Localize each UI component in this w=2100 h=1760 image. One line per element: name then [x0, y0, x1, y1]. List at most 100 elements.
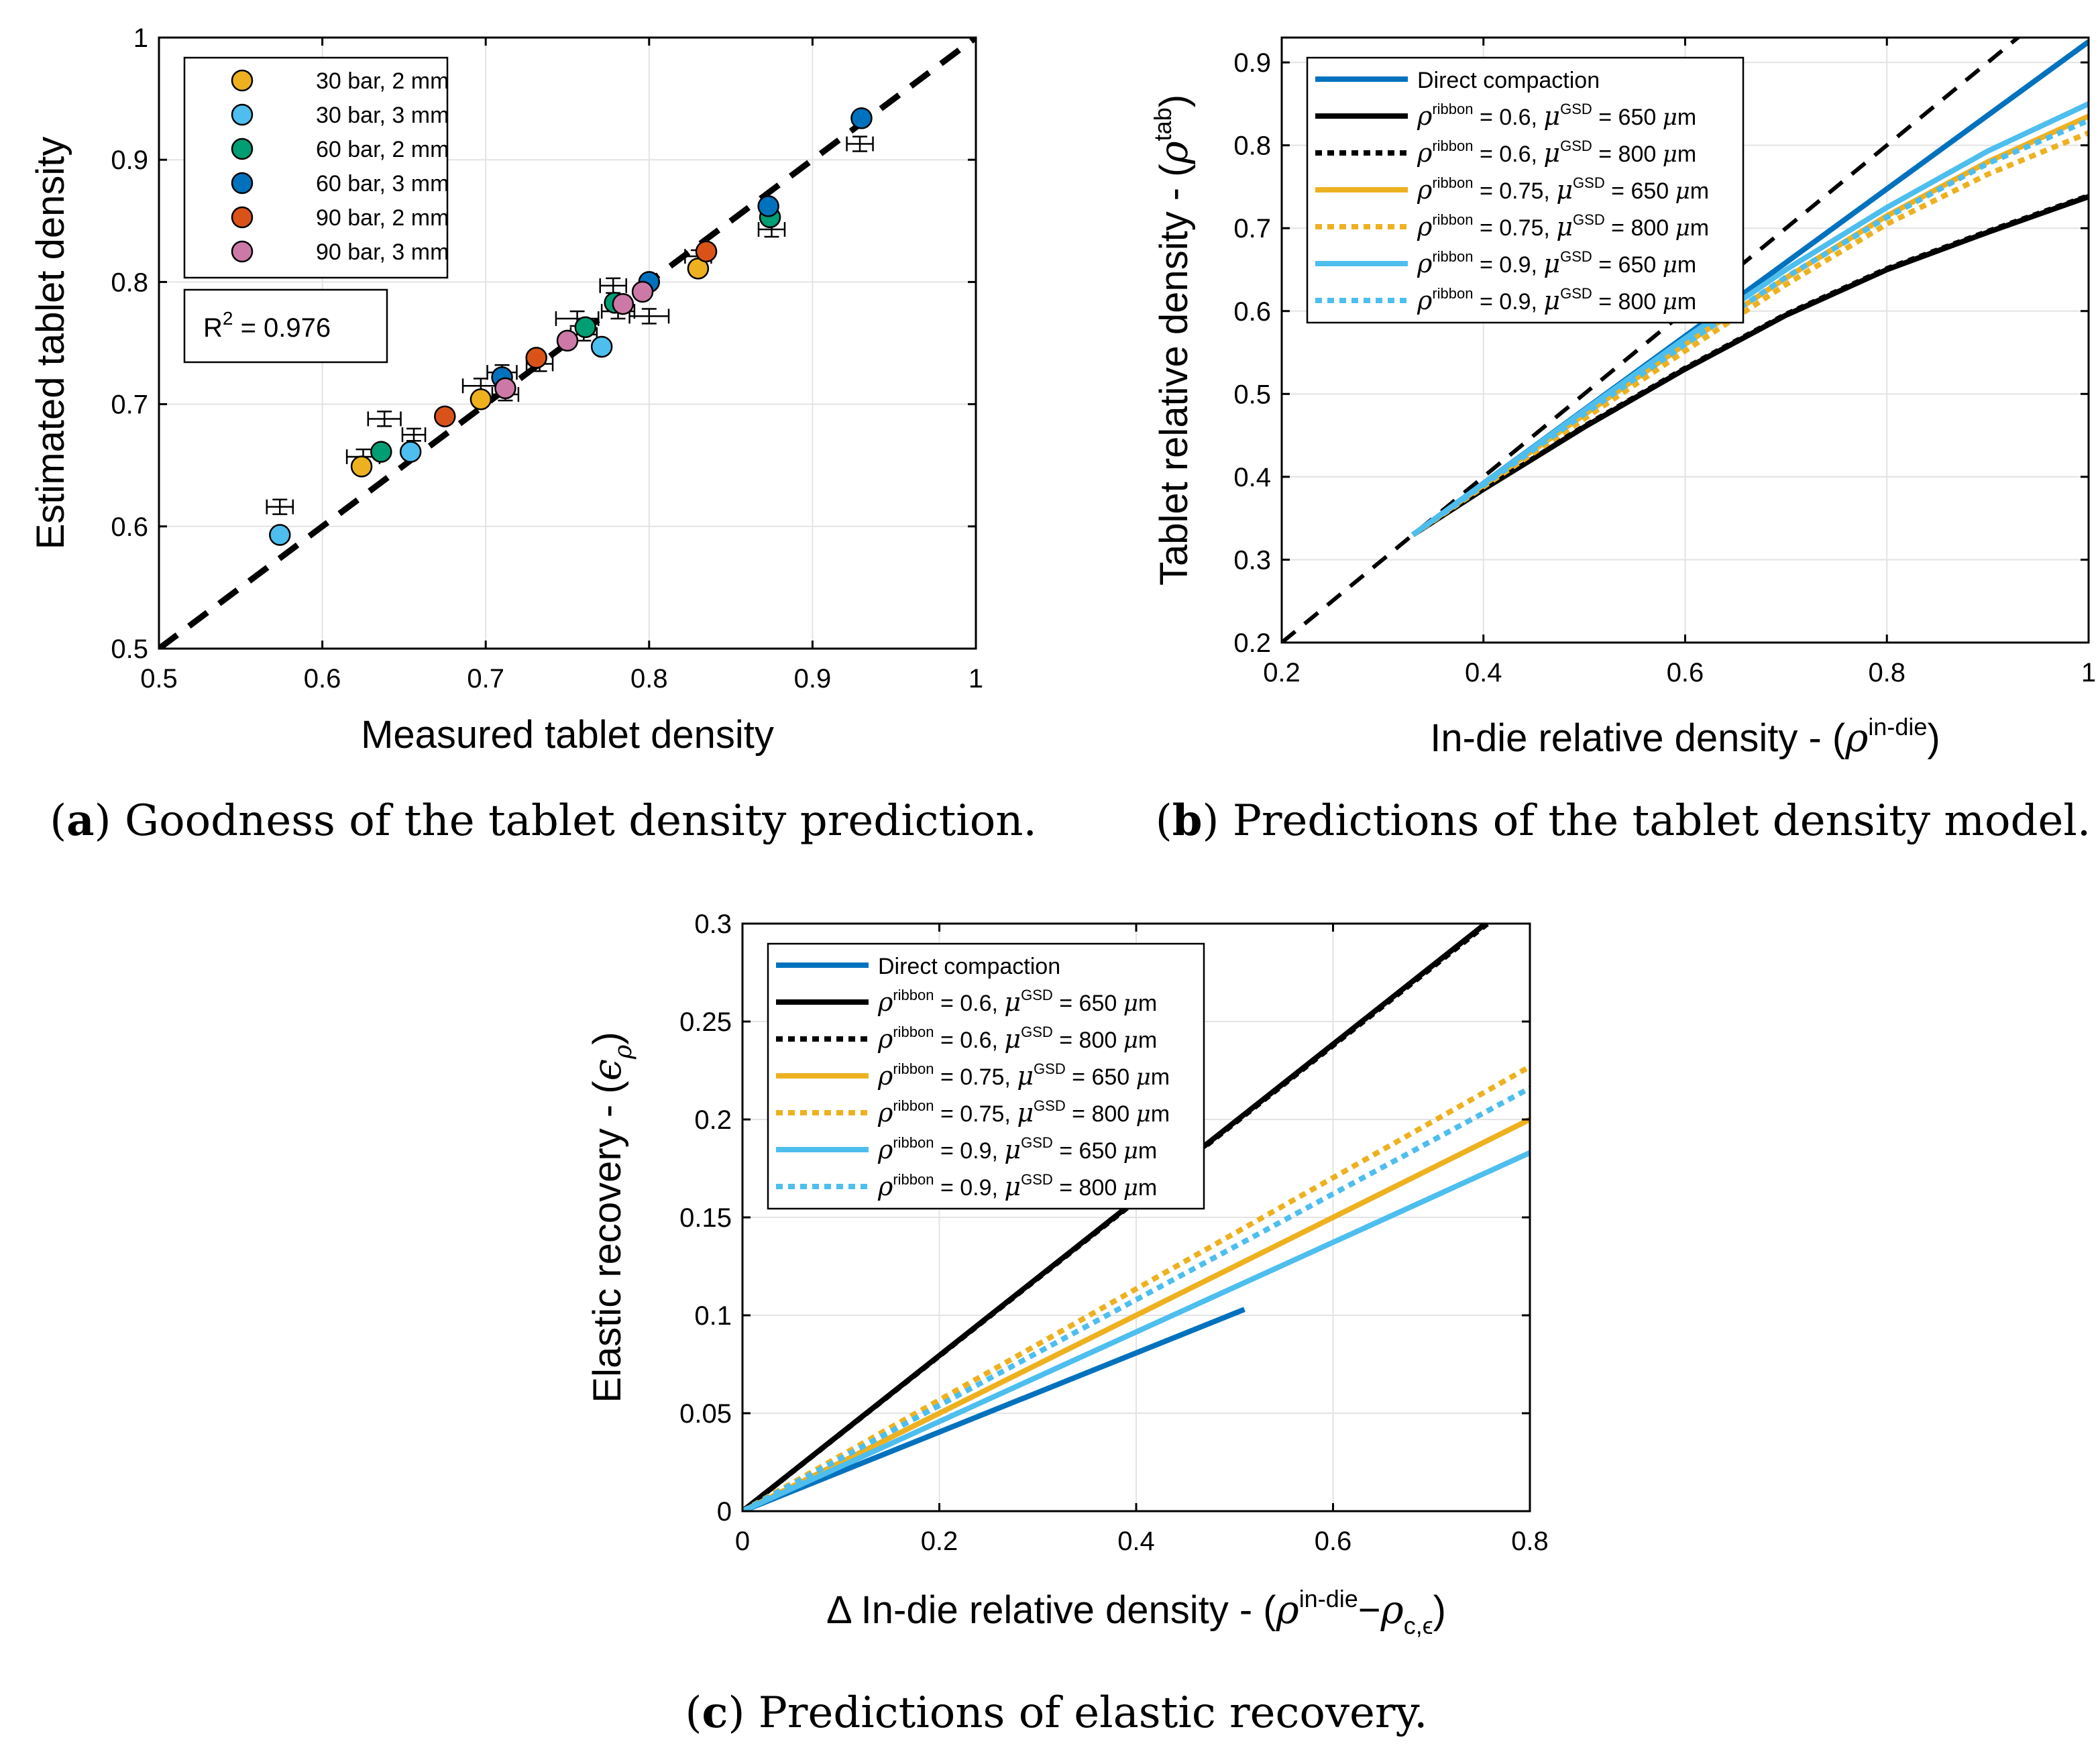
ticks: 0.2 0.4 0.6 0.8 1 0.2 0.3 0.4 0.5 0.6 0.7 0.8 0.9 [1233, 38, 2096, 688]
errorbar [846, 135, 874, 152]
caption: (b) Predictions of the tablet density mo… [1156, 795, 2091, 846]
axes-frame [158, 36, 977, 650]
y-tick-label: 0.7 [1233, 214, 1271, 243]
x-tick-label: 0.7 [467, 664, 504, 694]
y-axis-label: Estimated tablet density [29, 137, 72, 550]
x-axis-label: In-die relative density - (ρin-die) [1430, 713, 1940, 761]
plot-area [742, 924, 1530, 1511]
errorbar [266, 498, 294, 515]
series-line-3 [742, 1117, 1530, 1511]
chart-panel-c: 0 0.2 0.4 0.6 0.8 0 0.05 0.1 0.15 0.2 0.25 0.3 Δ In-… [584, 910, 1549, 1738]
x-tick-label: 1 [969, 664, 983, 694]
caption: (c) Predictions of elastic recovery. [685, 1688, 1428, 1738]
x-tick-label: 0 [735, 1527, 750, 1556]
legend-marker [231, 172, 254, 195]
x-tick-label: 0.6 [304, 664, 341, 694]
legend-label: Direct compaction [1417, 68, 1600, 93]
data-point-5 [494, 377, 516, 400]
y-tick-label: 0.8 [111, 268, 148, 297]
y-tick-label: 0.5 [111, 635, 148, 664]
y-tick-label: 0.25 [679, 1007, 732, 1037]
y-tick-label: 0.9 [1233, 48, 1271, 78]
y-tick-label: 0.2 [694, 1105, 732, 1135]
x-axis-label: Measured tablet density [361, 713, 774, 757]
y-tick-label: 0.5 [1233, 380, 1271, 409]
legend-label: ρribbon = 0.6, μGSD = 650 μm [1417, 101, 1696, 131]
legend-label: 60 bar, 2 mm [316, 137, 449, 162]
x-tick-label: 0.6 [1667, 658, 1704, 688]
data-point-5 [556, 329, 579, 352]
errorbar [599, 277, 627, 294]
data-point-4 [525, 347, 547, 369]
y-tick-label: 0.8 [1233, 131, 1271, 161]
data-point-2 [574, 316, 597, 339]
legend-label: ρribbon = 0.9, μGSD = 650 μm [1417, 248, 1696, 278]
ticks: 0.5 0.6 0.7 0.8 0.9 1 0.5 0.6 0.7 0.8 0.9 1 [111, 23, 983, 694]
y-tick-label: 0 [717, 1497, 732, 1527]
legend-marker [231, 240, 254, 263]
r-squared-box [183, 288, 388, 364]
y-tick-label: 0.7 [111, 390, 148, 420]
legend-label: Direct compaction [878, 954, 1060, 979]
data-point-3 [850, 107, 873, 129]
series-line-2 [1411, 193, 2089, 537]
legend-label: ρribbon = 0.9, μGSD = 800 μm [1417, 285, 1696, 315]
series-line-0 [742, 1307, 1246, 1511]
legend-label: ρribbon = 0.75, μGSD = 800 μm [1417, 211, 1709, 241]
y-axis-label: Tablet relative density - (ρtab) [1149, 95, 1197, 586]
legend-marker [231, 69, 254, 92]
y-tick-label: 0.3 [1233, 545, 1271, 575]
y-tick-label: 0.6 [1233, 297, 1271, 327]
x-tick-label: 0.2 [921, 1527, 958, 1556]
y-tick-label: 0.3 [694, 910, 732, 939]
errorbar [628, 308, 670, 325]
x-tick-label: 0.5 [140, 664, 178, 694]
y-tick-label: 1 [133, 23, 148, 53]
data-point-1 [399, 441, 422, 463]
series-line-2 [742, 924, 1490, 1511]
r-squared-annotation: R2 = 0.976 [183, 288, 388, 364]
legend-label: ρribbon = 0.75, μGSD = 650 μm [877, 1060, 1170, 1091]
y-tick-label: 0.4 [1233, 463, 1271, 492]
r-squared-text: R2 = 0.976 [203, 308, 331, 343]
series-line-5 [742, 1150, 1530, 1511]
legend-marker [231, 206, 254, 229]
x-tick-label: 0.2 [1263, 658, 1301, 688]
legend-label: ρribbon = 0.75, μGSD = 650 μm [1417, 174, 1709, 205]
y-tick-label: 0.6 [111, 512, 148, 542]
legend: Direct compaction ρribbon = 0.6, μGSD = 6… [767, 942, 1205, 1210]
legend-label: ρribbon = 0.6, μGSD = 650 μm [877, 987, 1157, 1017]
legend-label: 30 bar, 3 mm [316, 103, 449, 128]
legend-label: ρribbon = 0.6, μGSD = 800 μm [877, 1024, 1157, 1054]
data-point-1 [590, 335, 613, 358]
data-point-0 [469, 388, 492, 410]
legend: 30 bar, 2 mm 30 bar, 3 mm 60 bar, 2 mm 60 b… [183, 56, 449, 279]
legend-label: 90 bar, 3 mm [316, 239, 449, 265]
legend: Direct compaction ρribbon = 0.6, μGSD = 6… [1306, 56, 1745, 324]
x-axis-label: Δ In-die relative density - (ρin-die−ρc,… [826, 1585, 1446, 1639]
data-point-5 [612, 292, 634, 315]
data-point-4 [695, 240, 718, 263]
legend-label: ρribbon = 0.9, μGSD = 650 μm [877, 1134, 1157, 1164]
series-line-4 [742, 1064, 1530, 1511]
series-line-6 [742, 1085, 1530, 1511]
plot-area [159, 38, 976, 649]
ticks: 0 0.2 0.4 0.6 0.8 0 0.05 0.1 0.15 0.2 0.25 0.3 [679, 910, 1549, 1556]
x-tick-label: 1 [2081, 658, 2096, 688]
legend-marker [231, 138, 254, 160]
y-tick-label: 0.05 [679, 1399, 732, 1429]
legend-label: ρribbon = 0.75, μGSD = 800 μm [877, 1097, 1170, 1128]
identity-line [1282, 38, 2022, 643]
data-point-5 [631, 280, 654, 303]
x-tick-label: 0.8 [630, 664, 668, 694]
legend-label: 90 bar, 2 mm [316, 205, 449, 231]
y-tick-label: 0.15 [679, 1203, 732, 1233]
data-point-0 [350, 455, 373, 478]
caption: (a) Goodness of the tablet density predi… [50, 795, 1037, 846]
legend-label: ρribbon = 0.6, μGSD = 800 μm [1417, 138, 1696, 168]
x-tick-label: 0.9 [794, 664, 832, 694]
legend-marker [231, 103, 254, 126]
y-tick-label: 0.2 [1233, 628, 1271, 658]
chart-panel-b: 0.2 0.4 0.6 0.8 1 0.2 0.3 0.4 0.5 0.6 0.7 0.8 0.9 In-… [1149, 36, 2096, 846]
